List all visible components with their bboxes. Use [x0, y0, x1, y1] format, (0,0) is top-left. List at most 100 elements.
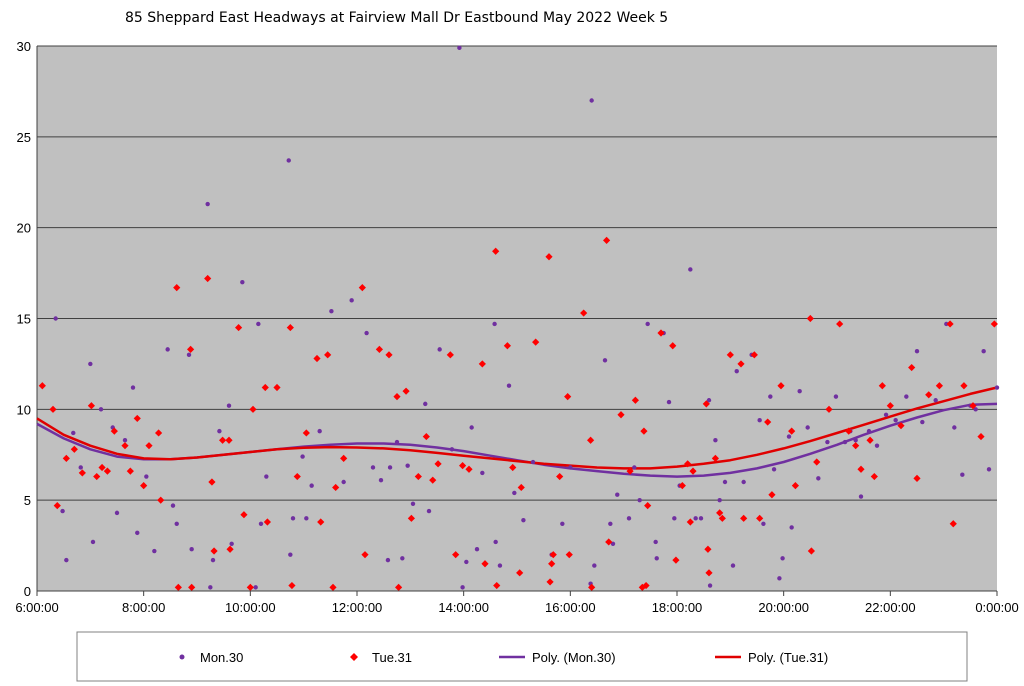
- point-mon: [170, 503, 176, 508]
- point-tue: [78, 469, 86, 477]
- point-mon: [71, 430, 76, 436]
- x-axis-ticks: 6:00:00 8:00:00 10:00:00 12:00:00 14:00:00 16…: [15, 591, 1019, 615]
- point-mon: [152, 548, 157, 554]
- point-mon: [329, 309, 334, 314]
- point-tue: [140, 482, 148, 490]
- point-tue: [263, 518, 271, 526]
- point-mon: [666, 399, 672, 405]
- point-tue: [313, 354, 321, 363]
- point-tue: [684, 460, 692, 468]
- point-mon: [730, 563, 736, 568]
- point-mon: [768, 394, 773, 399]
- point-mon: [789, 525, 794, 530]
- point-mon: [186, 352, 192, 358]
- point-mon: [460, 585, 465, 590]
- point-tue: [503, 342, 511, 350]
- point-tue: [764, 418, 772, 426]
- point-tue: [737, 360, 745, 368]
- legend-label-poly_tue: Poly. (Tue.31): [748, 650, 828, 665]
- point-tue: [422, 432, 430, 441]
- point-mon: [734, 368, 739, 374]
- point-mon: [493, 539, 498, 545]
- point-mon: [474, 547, 480, 552]
- point-tue: [375, 345, 383, 353]
- point-tue: [908, 363, 916, 372]
- point-mon: [786, 434, 792, 439]
- point-tue: [806, 314, 814, 323]
- point-mon: [626, 516, 632, 521]
- point-tue: [465, 465, 473, 473]
- point-mon: [512, 490, 517, 496]
- point-tue: [49, 405, 57, 413]
- point-mon: [654, 556, 659, 561]
- point-mon: [497, 563, 503, 568]
- point-tue: [705, 569, 713, 577]
- point-tue: [644, 502, 652, 510]
- point-mon: [457, 45, 462, 51]
- point-mon: [506, 383, 512, 388]
- point-tue: [740, 514, 748, 522]
- point-tue: [556, 472, 564, 481]
- point-mon: [973, 407, 978, 412]
- data-points: [38, 45, 1000, 591]
- point-tue: [718, 514, 726, 522]
- point-mon: [135, 530, 140, 536]
- point-tue: [969, 402, 977, 410]
- point-tue: [492, 247, 500, 255]
- point-mon: [229, 541, 234, 546]
- y-tick-label: 0: [24, 584, 31, 599]
- legend-marker-tue: [350, 653, 358, 661]
- point-tue: [750, 351, 758, 359]
- point-mon: [883, 412, 889, 417]
- point-tue: [913, 474, 921, 482]
- point-mon: [174, 521, 179, 526]
- y-axis-ticks: 0 5 10 15 20 25 30: [17, 39, 31, 599]
- point-mon: [60, 508, 65, 514]
- point-tue: [791, 482, 799, 490]
- point-tue: [788, 427, 796, 435]
- point-mon: [560, 521, 565, 526]
- point-mon: [226, 403, 232, 408]
- point-tue: [657, 329, 665, 337]
- y-tick-label: 30: [17, 39, 31, 54]
- point-tue: [446, 351, 454, 359]
- point-tue: [249, 405, 257, 413]
- point-mon: [317, 428, 322, 434]
- point-mon: [816, 476, 821, 481]
- point-tue: [836, 320, 844, 328]
- point-tue: [173, 284, 181, 292]
- point-mon: [608, 521, 613, 526]
- point-mon: [981, 349, 986, 354]
- point-mon: [370, 465, 376, 470]
- point-mon: [114, 510, 120, 516]
- point-mon: [994, 385, 1000, 390]
- point-mon: [217, 428, 222, 434]
- point-mon: [568, 465, 573, 470]
- point-mon: [761, 521, 766, 526]
- point-tue: [886, 402, 894, 410]
- point-mon: [693, 516, 698, 521]
- point-mon: [771, 467, 777, 472]
- point-tue: [385, 351, 393, 359]
- legend: Mon.30 Tue.31 Poly. (Mon.30) Poly. (Tue.31): [76, 631, 968, 682]
- point-tue: [768, 491, 776, 499]
- point-mon: [645, 321, 650, 327]
- point-mon: [589, 98, 594, 103]
- point-tue: [564, 393, 572, 401]
- point-tue: [402, 387, 410, 395]
- point-tue: [288, 581, 296, 590]
- legend-label-tue: Tue.31: [372, 650, 412, 665]
- point-tue: [603, 236, 611, 244]
- x-tick-label: 12:00:00: [332, 600, 383, 615]
- x-tick-label: 10:00:00: [225, 600, 276, 615]
- point-tue: [481, 560, 489, 568]
- point-mon: [780, 556, 785, 561]
- x-tick-label: 20:00:00: [758, 600, 809, 615]
- point-mon: [210, 557, 216, 563]
- point-tue: [946, 320, 954, 328]
- point-mon: [842, 439, 848, 445]
- point-mon: [480, 470, 485, 476]
- point-mon: [122, 438, 128, 443]
- x-tick-label: 16:00:00: [545, 600, 596, 615]
- point-mon: [378, 477, 384, 483]
